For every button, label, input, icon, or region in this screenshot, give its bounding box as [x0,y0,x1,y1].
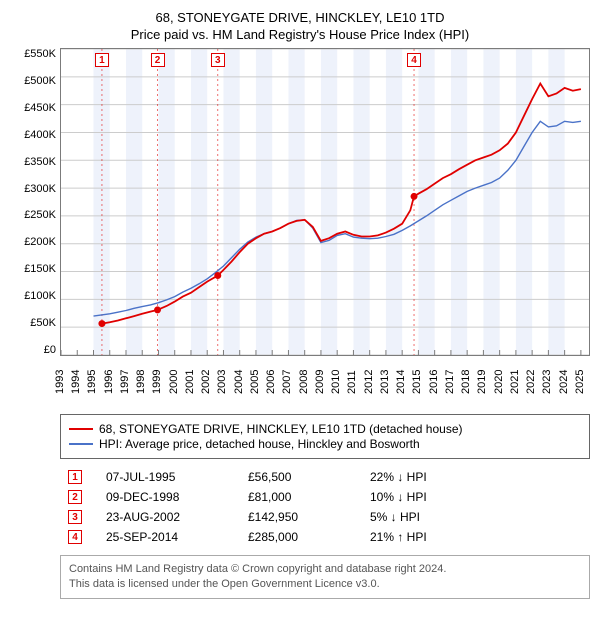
x-tick-label: 1995 [86,370,98,394]
transactions-table: 1 07-JUL-1995 £56,500 22% ↓ HPI 2 09-DEC-1998… [60,467,590,547]
x-tick-label: 1993 [54,370,66,394]
transaction-marker: 2 [68,490,82,504]
x-tick-label: 2016 [428,370,440,394]
x-tick-label: 2005 [249,370,261,394]
transaction-price: £142,950 [248,510,358,524]
x-tick-label: 2025 [574,370,586,394]
y-tick-label: £400K [24,129,56,141]
transaction-row: 3 23-AUG-2002 £142,950 5% ↓ HPI [60,507,590,527]
callout-marker: 2 [151,53,165,67]
transaction-row: 2 09-DEC-1998 £81,000 10% ↓ HPI [60,487,590,507]
x-tick-label: 2010 [330,370,342,394]
legend: 68, STONEYGATE DRIVE, HINCKLEY, LE10 1TD… [60,414,590,459]
transaction-diff: 21% ↑ HPI [370,530,480,544]
x-tick-label: 2015 [411,370,423,394]
transaction-marker: 4 [68,530,82,544]
transaction-price: £285,000 [248,530,358,544]
attribution-line-2: This data is licensed under the Open Gov… [69,577,581,592]
y-tick-label: £300K [24,183,56,195]
transaction-date: 09-DEC-1998 [106,490,236,504]
y-tick-label: £350K [24,156,56,168]
y-tick-label: £250K [24,209,56,221]
x-tick-label: 2006 [265,370,277,394]
transaction-row: 4 25-SEP-2014 £285,000 21% ↑ HPI [60,527,590,547]
x-tick-label: 2004 [233,370,245,394]
x-tick-label: 2013 [379,370,391,394]
x-tick-label: 2008 [298,370,310,394]
x-tick-label: 2002 [200,370,212,394]
x-tick-label: 2024 [558,370,570,394]
x-tick-label: 2018 [460,370,472,394]
chart: £550K £500K £450K £400K £350K £300K £250K £200K… [10,48,590,408]
x-axis: 1993199419951996199719981999200020012002… [60,360,590,404]
attribution-line-1: Contains HM Land Registry data © Crown c… [69,562,581,577]
plot-area: 1 2 3 4 [60,48,590,356]
transaction-date: 07-JUL-1995 [106,470,236,484]
transaction-marker: 3 [68,510,82,524]
y-tick-label: £450K [24,102,56,114]
x-tick-label: 2012 [363,370,375,394]
x-tick-label: 1994 [70,370,82,394]
x-tick-label: 1999 [151,370,163,394]
transaction-price: £56,500 [248,470,358,484]
y-tick-label: £150K [24,263,56,275]
legend-swatch-hpi [69,443,93,445]
y-tick-label: £200K [24,236,56,248]
x-tick-label: 2000 [168,370,180,394]
x-tick-label: 1997 [119,370,131,394]
y-tick-label: £500K [24,75,56,87]
transaction-row: 1 07-JUL-1995 £56,500 22% ↓ HPI [60,467,590,487]
x-tick-label: 2011 [346,370,358,394]
x-tick-label: 2023 [541,370,553,394]
callout-marker: 4 [407,53,421,67]
attribution: Contains HM Land Registry data © Crown c… [60,555,590,599]
transaction-date: 23-AUG-2002 [106,510,236,524]
x-tick-label: 2007 [281,370,293,394]
chart-title-address: 68, STONEYGATE DRIVE, HINCKLEY, LE10 1TD [10,10,590,25]
x-tick-label: 2014 [395,370,407,394]
legend-swatch-property [69,428,93,430]
x-tick-label: 1998 [135,370,147,394]
callout-marker: 1 [95,53,109,67]
legend-label-hpi: HPI: Average price, detached house, Hinc… [99,437,420,451]
transaction-date: 25-SEP-2014 [106,530,236,544]
x-tick-label: 2001 [184,370,196,394]
y-axis: £550K £500K £450K £400K £350K £300K £250K £200K… [10,48,60,356]
y-tick-label: £50K [30,317,56,329]
transaction-marker: 1 [68,470,82,484]
x-tick-label: 2022 [525,370,537,394]
transaction-diff: 5% ↓ HPI [370,510,480,524]
x-tick-label: 2019 [476,370,488,394]
x-tick-label: 2021 [509,370,521,394]
x-tick-label: 2003 [216,370,228,394]
y-tick-label: £100K [24,290,56,302]
transaction-price: £81,000 [248,490,358,504]
legend-label-property: 68, STONEYGATE DRIVE, HINCKLEY, LE10 1TD… [99,422,463,436]
y-tick-label: £550K [24,48,56,60]
y-tick-label: £0 [44,344,56,356]
transaction-diff: 10% ↓ HPI [370,490,480,504]
x-tick-label: 2017 [444,370,456,394]
transaction-diff: 22% ↓ HPI [370,470,480,484]
chart-title-subtitle: Price paid vs. HM Land Registry's House … [10,27,590,42]
x-tick-label: 2009 [314,370,326,394]
x-tick-label: 2020 [493,370,505,394]
callout-marker: 3 [211,53,225,67]
x-tick-label: 1996 [103,370,115,394]
